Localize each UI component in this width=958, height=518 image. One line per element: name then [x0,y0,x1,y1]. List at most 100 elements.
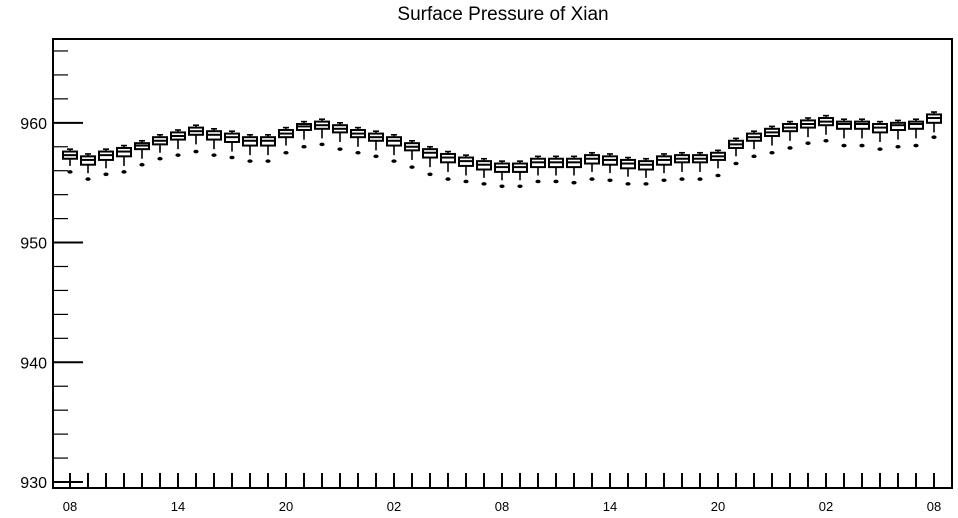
plot-area-frame [52,38,953,489]
x-tick-label: 08 [63,499,77,514]
outlier-point [391,159,397,163]
box-46 [872,120,888,151]
box-18 [368,130,384,159]
iqr-box [836,120,852,130]
outlier-point [445,177,451,181]
box-6 [152,133,168,161]
iqr-box [908,120,924,130]
outlier-point [67,170,73,174]
outlier-point [733,161,739,166]
outlier-point [895,144,901,149]
outlier-point [319,142,325,147]
outlier-point [679,177,685,181]
box-series [62,111,942,189]
outlier-point [769,150,775,155]
x-tick-label: 08 [495,499,509,514]
outlier-point [535,179,541,184]
outlier-point [409,165,415,169]
box-22 [440,150,456,181]
iqr-box [854,120,870,130]
box-48 [908,118,924,148]
box-13 [278,126,294,155]
outlier-point [427,172,433,177]
box-25 [494,160,510,189]
box-5 [134,139,150,167]
box-12 [260,133,276,163]
box-16 [332,122,348,151]
box-2 [80,153,96,181]
outlier-point [157,156,163,161]
outlier-point [877,147,883,151]
outlier-point [823,138,829,143]
x-tick-label: 20 [279,499,293,514]
box-17 [350,126,366,155]
outlier-point [247,159,253,163]
box-37 [710,149,726,178]
box-23 [458,154,474,184]
outlier-point [229,155,235,160]
box-29 [566,155,582,185]
box-41 [782,120,798,150]
outlier-point [643,182,649,186]
outlier-point [553,179,559,184]
outlier-point [787,146,793,150]
box-42 [800,117,816,145]
outlier-point [805,141,811,145]
outlier-point [103,172,109,177]
outlier-point [373,154,379,159]
x-tick-label: 14 [603,499,617,514]
outlier-point [931,135,937,139]
box-27 [530,155,546,184]
box-8 [188,124,204,154]
box-30 [584,151,600,181]
box-26 [512,160,528,189]
box-19 [386,133,402,163]
x-tick-label: 20 [711,499,725,514]
box-24 [476,157,492,186]
outlier-point [193,149,199,154]
box-21 [422,145,438,177]
box-15 [314,118,330,147]
x-axis: 08 14 20 02 08 14 20 02 08 [63,473,941,514]
iqr-box [890,121,906,131]
outlier-point [751,154,757,159]
box-14 [296,120,312,149]
outlier-point [625,182,631,186]
box-11 [242,133,258,163]
outlier-point [265,159,271,163]
outlier-point [571,180,577,185]
outlier-point [715,173,721,178]
box-33 [638,157,654,186]
outlier-point [517,184,523,189]
box-35 [674,151,690,181]
box-3 [98,148,114,177]
box-10 [224,130,240,160]
box-47 [890,119,906,149]
outlier-point [355,150,361,155]
y-axis: 930 940 950 960 [20,50,83,492]
outlier-point [841,143,847,148]
box-1 [62,148,78,174]
box-9 [206,128,222,157]
box-31 [602,153,618,183]
box-38 [728,137,744,166]
outlier-point [589,177,595,181]
outlier-point [499,184,505,189]
box-43 [818,114,834,143]
box-34 [656,153,672,183]
box-40 [764,125,780,155]
box-7 [170,129,186,157]
x-tick-label: 02 [819,499,833,514]
outlier-point [175,153,181,157]
y-tick-label: 930 [20,475,47,492]
box-4 [116,144,132,174]
x-tick-label: 02 [387,499,401,514]
outlier-point [283,150,289,155]
box-28 [548,155,564,184]
x-tick-label: 14 [171,499,185,514]
outlier-point [661,178,667,183]
outlier-point [481,182,487,186]
box-32 [620,156,636,186]
y-tick-label: 960 [20,116,47,133]
